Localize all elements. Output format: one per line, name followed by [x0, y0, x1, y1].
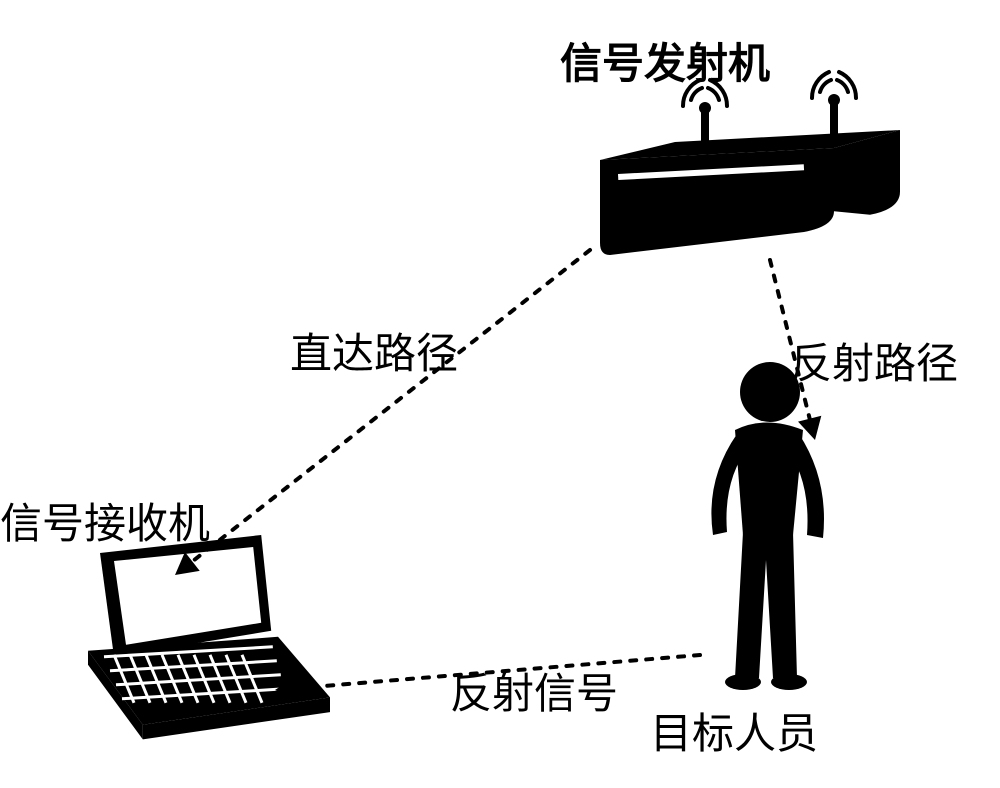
label-reflected-signal: 反射信号: [450, 660, 618, 721]
label-reflection-path: 反射路径: [790, 330, 958, 391]
label-direct-path: 直达路径: [290, 320, 458, 381]
label-receiver: 信号接收机: [0, 490, 210, 551]
label-transmitter: 信号发射机: [560, 30, 770, 91]
direct-path-arrow: [175, 250, 590, 575]
person-icon: [711, 362, 824, 690]
router-icon: [600, 72, 900, 255]
signal-diagram: 信号发射机 直达路径 反射路径 信号接收机 反射信号 目标人员: [0, 0, 1000, 788]
label-target-person: 目标人员: [650, 700, 818, 761]
laptop-icon: [88, 535, 330, 739]
